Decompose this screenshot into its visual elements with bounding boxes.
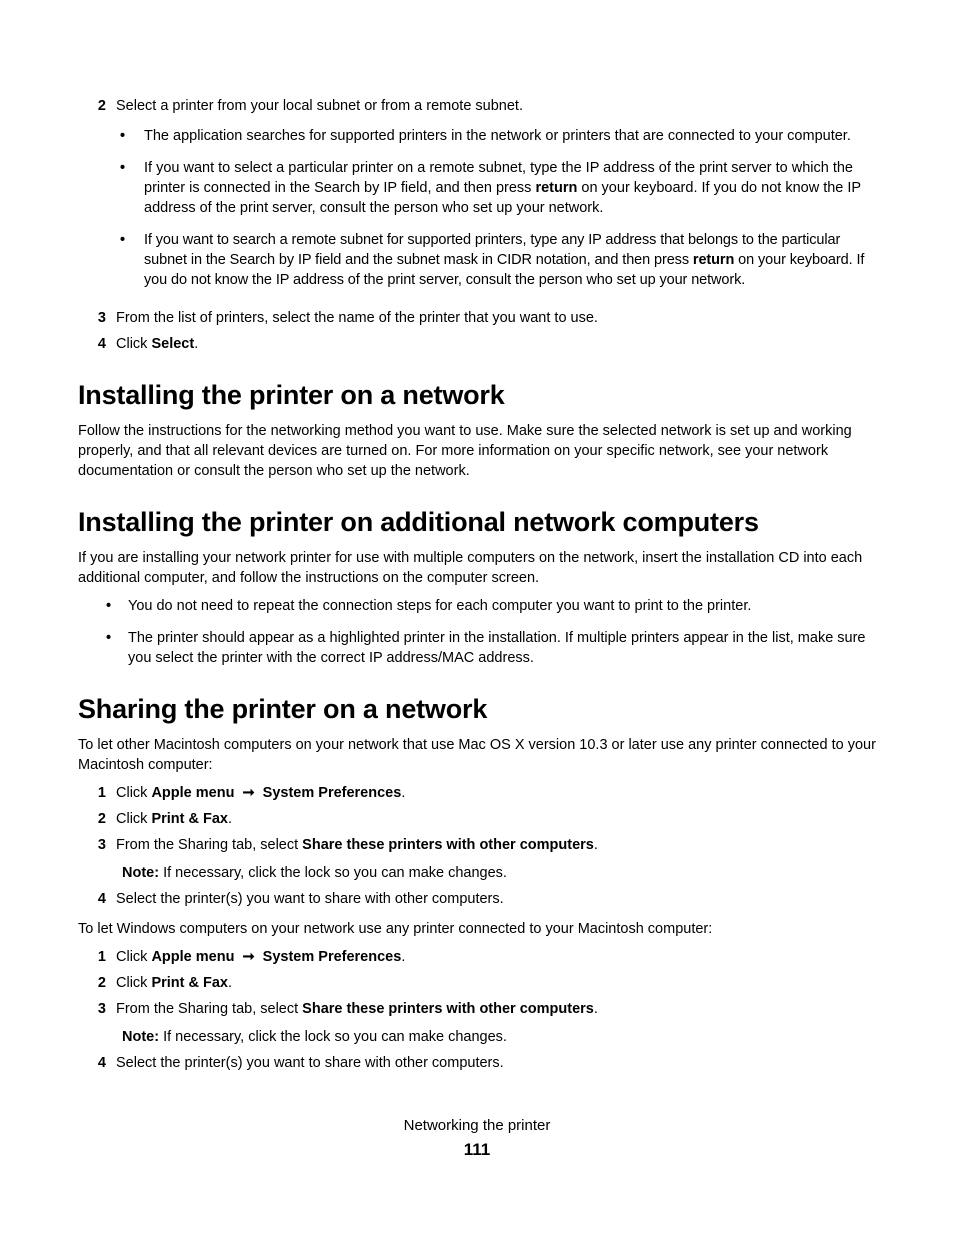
step-note: Note: If necessary, click the lock so yo… (116, 863, 876, 883)
bullet-icon: • (102, 628, 128, 668)
step-note: Note: If necessary, click the lock so yo… (116, 1027, 876, 1047)
bullet-text: The printer should appear as a highlight… (128, 628, 876, 668)
additional-bullets: • You do not need to repeat the connecti… (78, 596, 876, 668)
share-step: 2 Click Print & Fax. (78, 973, 876, 993)
bullet-text: If you want to select a particular print… (144, 158, 876, 218)
heading-sharing: Sharing the printer on a network (78, 694, 876, 725)
step-text: Select the printer(s) you want to share … (116, 1053, 876, 1073)
footer-page-number: 111 (78, 1140, 876, 1160)
share-step: 2 Click Print & Fax. (78, 809, 876, 829)
paragraph: If you are installing your network print… (78, 548, 876, 588)
step-text: From the Sharing tab, select Share these… (116, 837, 598, 853)
bullet-item: • The printer should appear as a highlig… (102, 628, 876, 668)
step-number: 3 (78, 999, 116, 1047)
bullet-item: • You do not need to repeat the connecti… (102, 596, 876, 616)
share-step: 1 Click Apple menu ➞ System Preferences. (78, 947, 876, 967)
step-text: Click Print & Fax. (116, 809, 876, 829)
share-steps-mac: 1 Click Apple menu ➞ System Preferences.… (78, 783, 876, 909)
share-step: 3 From the Sharing tab, select Share the… (78, 835, 876, 883)
share-steps-win: 1 Click Apple menu ➞ System Preferences.… (78, 947, 876, 1073)
step-text: Click Select. (116, 334, 876, 354)
step-number: 3 (78, 308, 116, 328)
step-number: 2 (78, 96, 116, 302)
bullet-icon: • (116, 158, 144, 218)
bullet-text: The application searches for supported p… (144, 126, 876, 146)
step-2-bullets: • The application searches for supported… (116, 126, 876, 290)
step-4: 4 Click Select. (78, 334, 876, 354)
page-footer: Networking the printer 111 (78, 1117, 876, 1160)
footer-chapter-title: Networking the printer (78, 1117, 876, 1134)
share-step: 3 From the Sharing tab, select Share the… (78, 999, 876, 1047)
bullet-icon: • (102, 596, 128, 616)
step-text: Select a printer from your local subnet … (116, 98, 523, 114)
share-step: 4 Select the printer(s) you want to shar… (78, 1053, 876, 1073)
bullet-text: If you want to search a remote subnet fo… (144, 230, 876, 290)
bullet-item: • If you want to search a remote subnet … (116, 230, 876, 290)
step-text: Select the printer(s) you want to share … (116, 889, 876, 909)
bullet-text: You do not need to repeat the connection… (128, 596, 876, 616)
step-text: From the Sharing tab, select Share these… (116, 1001, 598, 1017)
step-text: Click Apple menu ➞ System Preferences. (116, 783, 876, 803)
step-number: 2 (78, 973, 116, 993)
step-text: Click Print & Fax. (116, 973, 876, 993)
bullet-icon: • (116, 230, 144, 290)
step-number: 3 (78, 835, 116, 883)
step-number: 2 (78, 809, 116, 829)
paragraph: To let Windows computers on your network… (78, 919, 876, 939)
document-page: 2 Select a printer from your local subne… (0, 0, 954, 1200)
paragraph: Follow the instructions for the networki… (78, 421, 876, 481)
step-text: From the list of printers, select the na… (116, 308, 876, 328)
step-text: Click Apple menu ➞ System Preferences. (116, 947, 876, 967)
step-number: 1 (78, 783, 116, 803)
share-step: 4 Select the printer(s) you want to shar… (78, 889, 876, 909)
bullet-icon: • (116, 126, 144, 146)
step-number: 4 (78, 1053, 116, 1073)
heading-install-additional: Installing the printer on additional net… (78, 507, 876, 538)
step-number: 1 (78, 947, 116, 967)
bullet-item: • If you want to select a particular pri… (116, 158, 876, 218)
step-3: 3 From the list of printers, select the … (78, 308, 876, 328)
share-step: 1 Click Apple menu ➞ System Preferences. (78, 783, 876, 803)
step-2: 2 Select a printer from your local subne… (78, 96, 876, 302)
step-number: 4 (78, 334, 116, 354)
heading-install-network: Installing the printer on a network (78, 380, 876, 411)
paragraph: To let other Macintosh computers on your… (78, 735, 876, 775)
bullet-item: • The application searches for supported… (116, 126, 876, 146)
step-number: 4 (78, 889, 116, 909)
